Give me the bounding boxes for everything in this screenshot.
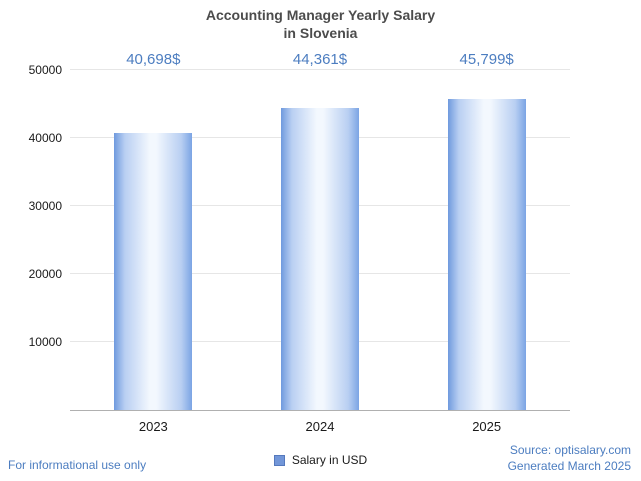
source-link[interactable]: Source: optisalary.com <box>509 443 631 457</box>
bar-value-label: 45,799$ <box>459 51 514 68</box>
y-axis-tick-label: 20000 <box>28 267 62 281</box>
bar-value-label: 40,698$ <box>126 51 181 68</box>
legend-label: Salary in USD <box>291 453 368 467</box>
legend-swatch-icon <box>273 454 285 466</box>
chart-title-line1: Accounting Manager Yearly Salary <box>205 7 436 23</box>
bar-2024 <box>281 108 359 410</box>
source-block: Source: optisalary.com Generated March 2… <box>508 442 631 474</box>
chart-title-line2: in Slovenia <box>283 25 358 41</box>
x-axis-tick-label: 2024 <box>305 419 335 434</box>
y-axis-tick-label: 30000 <box>28 199 62 213</box>
x-axis-tick-label: 2025 <box>472 419 502 434</box>
y-axis-tick-label: 10000 <box>28 335 62 349</box>
bar-value-label: 44,361$ <box>292 51 348 68</box>
generated-date: Generated March 2025 <box>507 459 631 473</box>
gridline <box>70 69 570 70</box>
y-axis-tick-label: 50000 <box>28 63 62 77</box>
legend: Salary in USD <box>0 453 641 467</box>
y-axis-tick-label: 40000 <box>28 131 62 145</box>
plot-area: 10000 20000 30000 40000 50000 40,698$ 2023 44,3… <box>29 51 570 434</box>
bar-2025 <box>447 98 526 410</box>
informational-note: For informational use only <box>8 458 147 472</box>
x-axis-tick-label: 2023 <box>138 419 168 434</box>
bar-2023 <box>114 133 193 410</box>
chart-title: Accounting Manager Yearly Salary in Slov… <box>0 6 641 42</box>
